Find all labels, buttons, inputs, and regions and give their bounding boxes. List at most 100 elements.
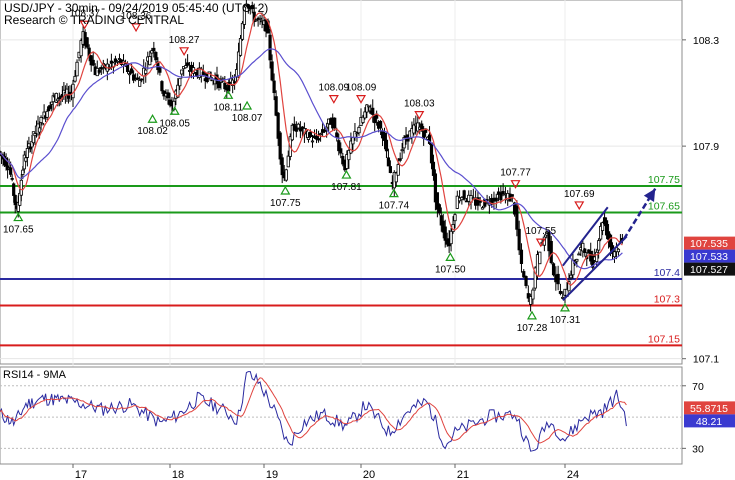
candle-body bbox=[318, 133, 323, 136]
time-tick-label: 18 bbox=[172, 469, 184, 480]
candle-body bbox=[522, 271, 526, 278]
candle-body bbox=[12, 183, 16, 196]
candle-body bbox=[160, 81, 164, 92]
candle-body bbox=[556, 273, 560, 285]
swing-high-marker bbox=[414, 110, 425, 120]
candle-body bbox=[567, 281, 571, 292]
candle-body bbox=[45, 110, 49, 118]
swing-low-label: 107.74 bbox=[379, 201, 410, 212]
candle-body bbox=[583, 248, 587, 253]
candle-body bbox=[558, 291, 563, 294]
candle-body bbox=[608, 234, 613, 248]
candle-body bbox=[290, 124, 294, 141]
candle-body bbox=[519, 249, 524, 264]
candle-body bbox=[394, 172, 398, 183]
candle-body bbox=[433, 173, 438, 203]
candle-body bbox=[268, 34, 272, 61]
candle-body bbox=[65, 88, 69, 95]
swing-high-label: 108.09 bbox=[319, 83, 350, 94]
candle-body bbox=[449, 230, 453, 245]
candle-body bbox=[66, 94, 71, 99]
candle-body bbox=[21, 169, 25, 175]
swing-low-label: 107.50 bbox=[435, 264, 466, 275]
candle-body bbox=[152, 47, 156, 52]
candle-body bbox=[56, 98, 60, 102]
candle-body bbox=[577, 253, 581, 256]
rsi-reference-lines bbox=[0, 385, 682, 449]
candle-body bbox=[0, 151, 2, 154]
chart-title: USD/JPY - 30min - 09/24/2019 05:45:40 (U… bbox=[4, 1, 268, 15]
candle-body bbox=[57, 97, 61, 100]
candle-body bbox=[400, 149, 404, 152]
swing-high-marker bbox=[535, 238, 546, 248]
candle-body bbox=[549, 240, 553, 264]
candle-body bbox=[219, 80, 223, 83]
candle-body bbox=[286, 155, 290, 168]
candle-body bbox=[529, 296, 533, 305]
candle-body bbox=[278, 132, 282, 160]
candle-body bbox=[316, 138, 321, 141]
candle-body bbox=[132, 74, 136, 81]
price-tag-label: 107.535 bbox=[690, 238, 728, 250]
rsi-tick-label: 30 bbox=[692, 443, 704, 455]
price-channel bbox=[562, 187, 657, 301]
price-tag-box bbox=[684, 236, 735, 250]
candle-body bbox=[258, 17, 262, 20]
candle-body bbox=[54, 92, 58, 103]
candle-body bbox=[533, 267, 537, 289]
candle-body bbox=[494, 197, 498, 202]
swing-high-label: 107.55 bbox=[526, 226, 557, 237]
swing-low-label: 108.02 bbox=[137, 126, 168, 137]
candle-body bbox=[294, 126, 298, 132]
candle-body bbox=[117, 58, 122, 60]
candle-body bbox=[274, 96, 278, 116]
horizontal-levels: 107.75 107.65 107.4 107.3 107.15 bbox=[0, 174, 682, 347]
candle-body bbox=[13, 194, 17, 206]
swing-low-marker bbox=[341, 169, 352, 179]
candle-body bbox=[27, 143, 31, 148]
price-tag-box bbox=[684, 262, 735, 276]
candle-body bbox=[272, 80, 276, 94]
swing-high-label: 108.09 bbox=[346, 83, 377, 94]
time-axis: 17 18 19 20 21 24 bbox=[0, 463, 682, 480]
candle-body bbox=[306, 137, 311, 140]
level-label: 107.75 bbox=[648, 174, 680, 186]
swing-high-marker bbox=[328, 95, 339, 104]
candle-body bbox=[73, 75, 77, 82]
candle-body bbox=[412, 124, 416, 134]
candle-body bbox=[276, 112, 280, 139]
swing-low-marker bbox=[13, 212, 24, 222]
candle-body bbox=[24, 157, 28, 162]
candle-body bbox=[526, 293, 530, 299]
level-label: 107.15 bbox=[648, 333, 680, 345]
rsi-title: RSI14 - 9MA bbox=[3, 369, 67, 381]
candle-body bbox=[19, 179, 23, 196]
candle-body bbox=[166, 92, 170, 99]
swing-low-marker bbox=[280, 185, 291, 195]
candle-body bbox=[595, 251, 599, 263]
candle-body bbox=[478, 200, 482, 203]
candle-body bbox=[435, 192, 439, 210]
candle-body bbox=[351, 137, 355, 145]
candle-body bbox=[39, 117, 43, 123]
candle-body bbox=[462, 190, 466, 200]
candle-body bbox=[138, 80, 142, 87]
rsi-tick-label: 70 bbox=[692, 381, 704, 393]
candle-body bbox=[569, 274, 573, 279]
candle-body bbox=[254, 19, 258, 22]
rsi-series bbox=[0, 371, 627, 452]
candle-body bbox=[154, 51, 158, 61]
candle-body bbox=[176, 84, 180, 98]
candle-body bbox=[355, 132, 359, 135]
candle-body bbox=[25, 148, 29, 158]
chart-subtitle: Research © TRADING CENTRAL bbox=[4, 13, 184, 27]
candle-body bbox=[524, 276, 528, 286]
swing-high-label: 107.69 bbox=[564, 189, 595, 200]
swing-low-marker bbox=[559, 302, 571, 312]
candle-body bbox=[384, 139, 389, 152]
price-tag-label: 107.533 bbox=[690, 251, 728, 263]
candle-body bbox=[599, 225, 603, 240]
rsi-axis: 70 30 bbox=[682, 381, 704, 455]
candle-body bbox=[429, 142, 434, 164]
